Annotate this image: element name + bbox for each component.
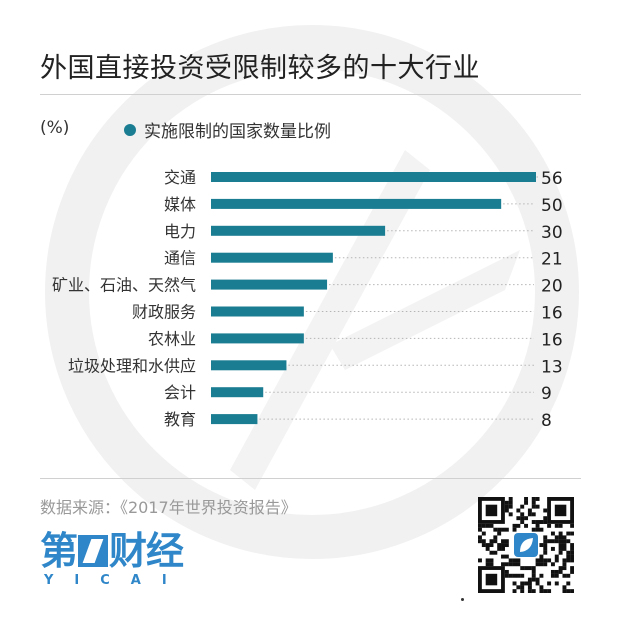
value-label: 16 xyxy=(541,330,563,350)
chart-title: 外国直接投资受限制较多的十大行业 xyxy=(40,53,480,84)
value-label: 8 xyxy=(541,411,552,431)
category-label: 财政服务 xyxy=(132,303,196,322)
bar-group: 通信 21 xyxy=(164,249,563,270)
bar-group: 农林业 16 xyxy=(148,329,563,350)
logo-text-left: 第 xyxy=(40,529,78,573)
category-label: 通信 xyxy=(164,249,196,268)
bar xyxy=(211,414,258,425)
source-note: 数据来源：《2017年世界投资报告》 xyxy=(40,498,297,517)
bar xyxy=(211,198,502,209)
value-label: 20 xyxy=(541,277,563,297)
bar-group: 教育 8 xyxy=(164,410,552,431)
value-label: 13 xyxy=(541,357,563,377)
logo-subtitle: YICAI xyxy=(44,573,188,588)
value-label: 50 xyxy=(541,196,563,216)
legend-swatch xyxy=(124,123,136,136)
value-label: 16 xyxy=(541,304,563,324)
yicai-logo: 第 财经 YICAI xyxy=(40,532,188,588)
category-label: 交通 xyxy=(164,168,196,187)
bar-group: 电力 30 xyxy=(164,222,563,243)
bar-group: 矿业、石油、天然气 20 xyxy=(52,276,563,297)
bar xyxy=(211,387,264,398)
qr-code-icon xyxy=(478,497,574,593)
value-label: 21 xyxy=(541,250,563,270)
bar-group: 会计 9 xyxy=(164,383,552,404)
category-label: 教育 xyxy=(164,410,196,429)
bar xyxy=(211,225,386,236)
unit-label: (%) xyxy=(40,118,70,138)
value-label: 56 xyxy=(541,169,563,189)
bar xyxy=(211,333,304,344)
category-label: 媒体 xyxy=(164,195,196,214)
footer-divider xyxy=(40,478,581,479)
bar-group: 媒体 50 xyxy=(164,195,563,216)
legend-label: 实施限制的国家数量比例 xyxy=(144,122,331,142)
value-label: 30 xyxy=(541,223,563,243)
category-label: 会计 xyxy=(164,383,196,402)
bar xyxy=(211,279,328,290)
bar-group: 财政服务 16 xyxy=(132,303,563,324)
legend: 实施限制的国家数量比例 xyxy=(124,117,331,142)
bar xyxy=(211,252,333,263)
bar-group: 交通 56 xyxy=(164,168,563,189)
decorative-dot xyxy=(461,598,464,601)
bar xyxy=(211,360,287,371)
bar xyxy=(211,306,304,317)
value-label: 9 xyxy=(541,384,552,404)
category-label: 矿业、石油、天然气 xyxy=(52,276,196,295)
title-divider xyxy=(40,94,581,95)
category-label: 农林业 xyxy=(148,329,196,348)
logo-text-right: 财经 xyxy=(109,529,184,573)
category-label: 电力 xyxy=(164,222,196,241)
category-label: 垃圾处理和水供应 xyxy=(68,356,196,375)
logo-mark-icon xyxy=(78,535,109,567)
bar-group: 垃圾处理和水供应 13 xyxy=(68,356,563,377)
bar xyxy=(211,172,536,182)
